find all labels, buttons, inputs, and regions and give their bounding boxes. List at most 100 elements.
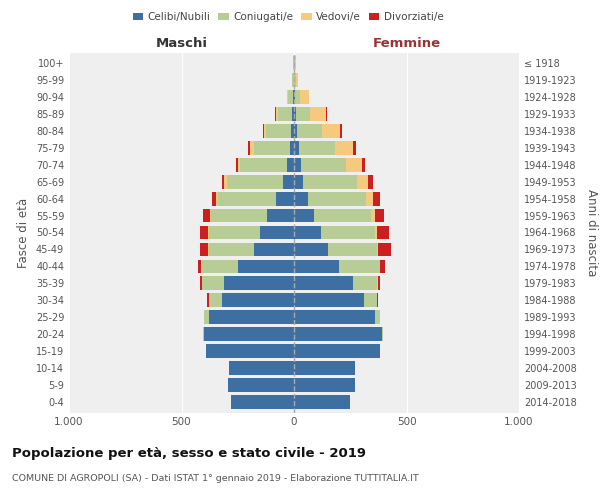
Bar bbox=[353, 276, 377, 290]
Bar bbox=[294, 158, 301, 172]
Bar bbox=[296, 106, 310, 120]
Bar bbox=[339, 260, 380, 274]
Bar bbox=[294, 106, 296, 120]
Y-axis label: Fasce di età: Fasce di età bbox=[17, 198, 30, 268]
Bar bbox=[209, 310, 294, 324]
Bar bbox=[294, 344, 380, 358]
Bar bbox=[310, 106, 325, 120]
Bar bbox=[238, 260, 294, 274]
Bar bbox=[240, 158, 287, 172]
Bar bbox=[294, 192, 308, 205]
Bar bbox=[371, 208, 375, 222]
Text: COMUNE DI AGROPOLI (SA) - Dati ISTAT 1° gennaio 2019 - Elaborazione TUTTITALIA.I: COMUNE DI AGROPOLI (SA) - Dati ISTAT 1° … bbox=[12, 474, 419, 483]
Bar bbox=[294, 140, 299, 154]
Bar bbox=[290, 140, 294, 154]
Bar bbox=[283, 174, 294, 188]
Bar bbox=[235, 158, 238, 172]
Bar bbox=[353, 140, 356, 154]
Bar bbox=[294, 328, 382, 342]
Bar bbox=[294, 396, 350, 409]
Bar bbox=[357, 174, 368, 188]
Bar bbox=[377, 242, 379, 256]
Bar bbox=[382, 328, 383, 342]
Bar bbox=[373, 192, 380, 205]
Bar bbox=[294, 242, 328, 256]
Bar bbox=[328, 242, 377, 256]
Bar bbox=[294, 362, 355, 376]
Bar bbox=[375, 226, 377, 239]
Bar bbox=[231, 396, 294, 409]
Bar bbox=[200, 226, 208, 239]
Bar bbox=[276, 106, 278, 120]
Bar bbox=[263, 124, 266, 138]
Bar bbox=[303, 174, 357, 188]
Bar bbox=[210, 208, 211, 222]
Bar bbox=[377, 226, 389, 239]
Bar bbox=[299, 90, 308, 104]
Text: Femmine: Femmine bbox=[373, 37, 440, 50]
Bar bbox=[294, 294, 364, 308]
Bar bbox=[206, 344, 294, 358]
Bar bbox=[375, 310, 380, 324]
Bar bbox=[298, 124, 322, 138]
Bar bbox=[325, 106, 326, 120]
Bar bbox=[209, 226, 260, 239]
Bar bbox=[204, 328, 294, 342]
Bar bbox=[294, 260, 339, 274]
Bar bbox=[202, 260, 238, 274]
Bar bbox=[250, 140, 254, 154]
Bar bbox=[202, 276, 224, 290]
Bar bbox=[248, 140, 250, 154]
Bar bbox=[222, 174, 224, 188]
Bar bbox=[254, 140, 290, 154]
Bar bbox=[199, 276, 202, 290]
Bar bbox=[294, 124, 298, 138]
Bar bbox=[294, 310, 375, 324]
Bar bbox=[266, 124, 290, 138]
Bar bbox=[218, 192, 276, 205]
Text: Maschi: Maschi bbox=[155, 37, 208, 50]
Bar bbox=[322, 124, 340, 138]
Bar bbox=[292, 106, 294, 120]
Y-axis label: Anni di nascita: Anni di nascita bbox=[585, 189, 598, 276]
Bar bbox=[321, 226, 375, 239]
Bar bbox=[275, 106, 276, 120]
Bar bbox=[200, 242, 208, 256]
Bar bbox=[335, 140, 353, 154]
Bar bbox=[227, 174, 283, 188]
Bar bbox=[380, 260, 385, 274]
Bar bbox=[198, 260, 202, 274]
Bar bbox=[294, 90, 295, 104]
Bar bbox=[209, 242, 254, 256]
Bar bbox=[299, 140, 335, 154]
Bar bbox=[290, 124, 294, 138]
Bar bbox=[292, 72, 293, 86]
Bar bbox=[211, 208, 267, 222]
Bar bbox=[293, 90, 294, 104]
Bar bbox=[276, 192, 294, 205]
Legend: Celibi/Nubili, Coniugati/e, Vedovi/e, Divorziati/e: Celibi/Nubili, Coniugati/e, Vedovi/e, Di… bbox=[128, 8, 448, 26]
Bar bbox=[287, 90, 289, 104]
Bar bbox=[294, 174, 303, 188]
Bar bbox=[294, 378, 355, 392]
Bar bbox=[378, 276, 380, 290]
Bar bbox=[368, 174, 373, 188]
Text: Popolazione per età, sesso e stato civile - 2019: Popolazione per età, sesso e stato civil… bbox=[12, 448, 366, 460]
Bar bbox=[227, 378, 294, 392]
Bar bbox=[346, 158, 361, 172]
Bar bbox=[287, 158, 294, 172]
Bar bbox=[254, 242, 294, 256]
Bar bbox=[301, 158, 346, 172]
Bar bbox=[224, 174, 227, 188]
Bar bbox=[295, 72, 296, 86]
Bar bbox=[267, 208, 294, 222]
Bar bbox=[209, 294, 222, 308]
Bar bbox=[294, 208, 314, 222]
Bar bbox=[212, 192, 217, 205]
Bar bbox=[222, 294, 294, 308]
Bar bbox=[366, 192, 373, 205]
Bar bbox=[377, 294, 379, 308]
Bar bbox=[238, 158, 240, 172]
Bar bbox=[379, 242, 391, 256]
Bar bbox=[289, 90, 293, 104]
